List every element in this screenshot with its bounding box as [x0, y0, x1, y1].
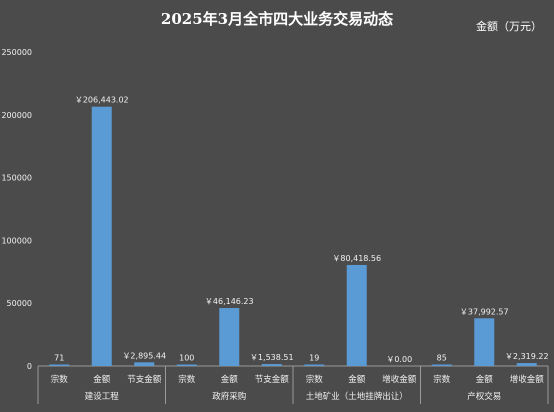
unit-label: 金额（万元） — [476, 20, 542, 33]
bar — [346, 264, 367, 366]
x-tick-label: 增收金额 — [382, 374, 417, 385]
x-tick-label: 节支金额 — [127, 374, 162, 385]
data-label: 19 — [309, 354, 319, 363]
data-label: ￥206,443.02 — [75, 96, 129, 105]
bar — [261, 364, 282, 366]
bar — [474, 318, 495, 366]
x-tick-label: 节支金额 — [255, 374, 290, 385]
bar — [516, 363, 537, 366]
data-label: ￥2,895.44 — [122, 351, 166, 360]
data-label: ￥2,319.22 — [505, 352, 549, 361]
y-tick-label: 50000 — [7, 299, 32, 308]
group-label: 土地矿业（土地挂牌出让） — [306, 391, 408, 402]
bar — [176, 364, 197, 366]
bar — [134, 362, 155, 366]
bar — [219, 308, 240, 366]
data-label: ￥1,538.51 — [250, 353, 294, 362]
data-label: 100 — [179, 354, 194, 363]
x-tick-label: 宗数 — [178, 374, 196, 385]
x-tick-label: 金额 — [348, 374, 366, 385]
x-tick-label: 宗数 — [51, 374, 69, 385]
data-label: ￥46,146.23 — [205, 297, 254, 306]
bar — [431, 364, 452, 366]
data-label: 71 — [54, 354, 64, 363]
bar — [304, 364, 325, 366]
x-tick-label: 金额 — [221, 374, 239, 385]
x-tick-label: 宗数 — [433, 374, 451, 385]
data-label: ￥37,992.57 — [460, 307, 509, 316]
group-label: 政府采购 — [212, 391, 246, 402]
data-label: ￥0.00 — [386, 355, 412, 364]
group-label: 产权交易 — [467, 391, 501, 402]
y-tick-label: 250000 — [1, 48, 32, 57]
bar — [49, 364, 70, 366]
y-tick-label: 100000 — [1, 236, 32, 245]
x-tick-label: 金额 — [93, 374, 111, 385]
x-tick-label: 增收金额 — [510, 374, 545, 385]
y-tick-label: 0 — [27, 362, 32, 371]
data-label: ￥80,418.56 — [332, 254, 381, 263]
bar — [91, 106, 112, 366]
x-tick-label: 宗数 — [306, 374, 324, 385]
data-label: 85 — [437, 354, 447, 363]
y-tick-label: 150000 — [1, 174, 32, 183]
group-label: 建设工程 — [85, 391, 120, 402]
y-tick-label: 200000 — [1, 111, 32, 120]
chart-title: 2025年3月全市四大业务交易动态 — [160, 10, 394, 28]
x-tick-label: 金额 — [476, 374, 494, 385]
